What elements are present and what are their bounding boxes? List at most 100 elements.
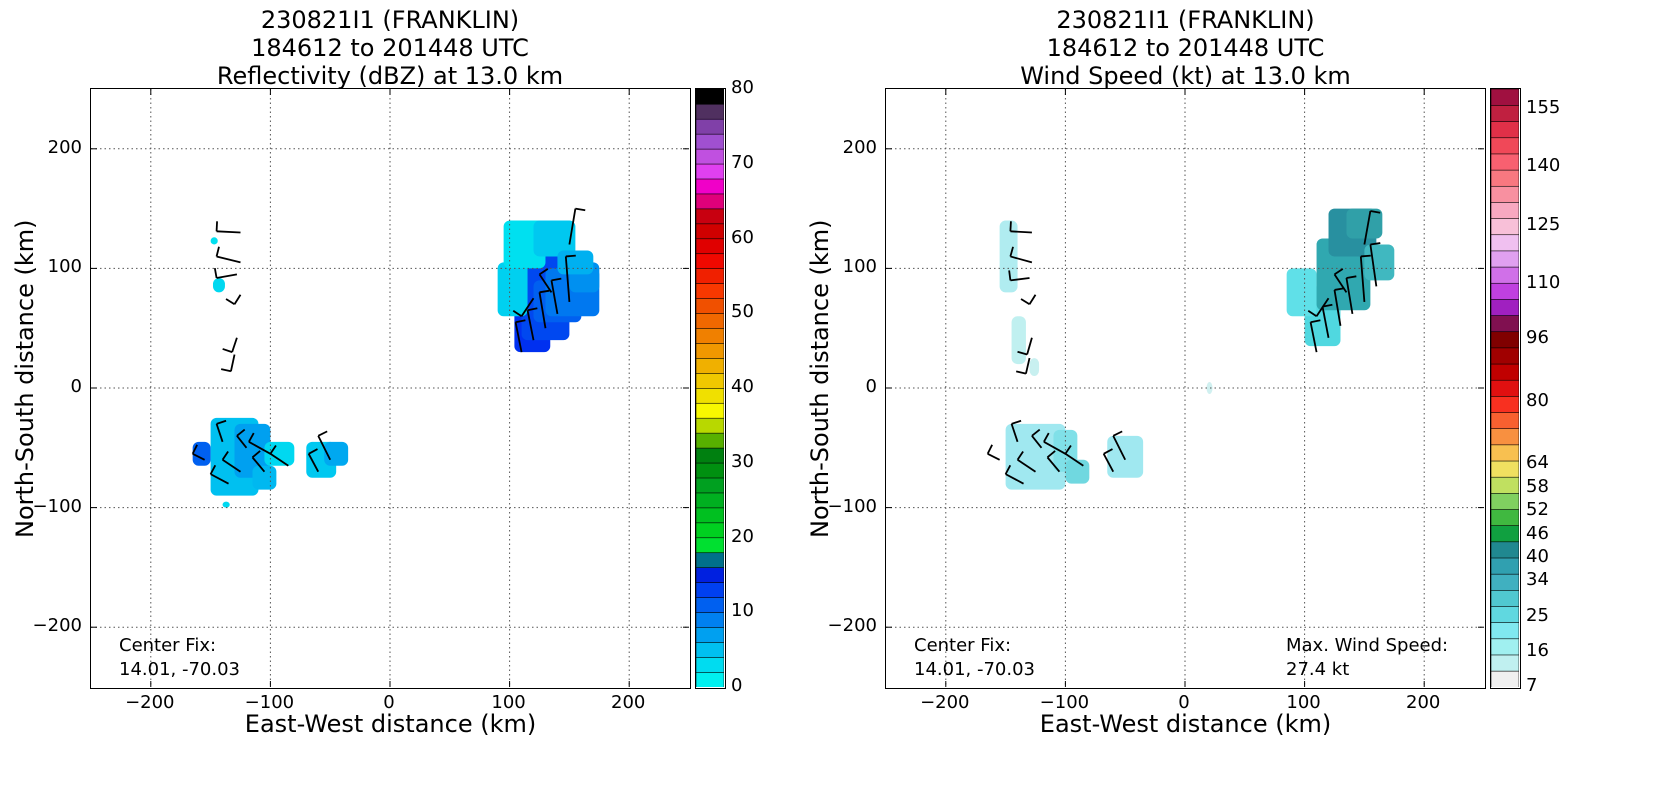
wind-barb	[215, 246, 241, 264]
echo-region	[192, 417, 349, 496]
wind-barb	[225, 294, 242, 306]
colorbar-swatch	[1491, 638, 1519, 656]
x-tick-label: 0	[383, 692, 395, 713]
wind-barb	[1010, 419, 1022, 443]
colorbar-swatch	[1491, 444, 1519, 462]
x-tick-label: −100	[1039, 692, 1090, 713]
colorbar-swatch	[1491, 525, 1519, 543]
colorbar-swatch	[1491, 670, 1519, 687]
colorbar-swatch	[1491, 217, 1519, 236]
colorbar-swatch	[1491, 622, 1519, 640]
colorbar-swatch	[696, 238, 724, 255]
echo-cell	[212, 277, 225, 293]
wind-barb	[1345, 275, 1357, 314]
colorbar-swatch	[1491, 492, 1519, 510]
wind-barb	[215, 221, 241, 234]
x-tick-label: 0	[1178, 692, 1190, 713]
colorbar-label: 110	[1526, 272, 1561, 294]
chart-title: 230821I1 (FRANKLIN) 184612 to 201448 UTC…	[90, 6, 690, 90]
wind-barb	[1016, 450, 1036, 473]
echo-cell	[1011, 316, 1026, 365]
colorbar-swatch	[696, 387, 724, 404]
wind-barb	[538, 289, 550, 329]
colorbar-label: 40	[731, 376, 754, 397]
x-tick-label: 200	[611, 692, 646, 713]
title-line-2: 184612 to 201448 UTC	[251, 34, 529, 62]
wind-barb	[1015, 357, 1031, 375]
title-line-2: 184612 to 201448 UTC	[1046, 34, 1325, 62]
colorbar-swatch	[696, 596, 724, 613]
colorbar-swatch	[1491, 428, 1519, 446]
wind-barb	[1020, 294, 1037, 306]
colorbar-swatch	[696, 342, 724, 359]
wind-barb	[512, 297, 535, 317]
echo-cell	[1107, 435, 1144, 478]
colorbar-label: 64	[1526, 452, 1549, 474]
echo-cell	[1286, 268, 1317, 317]
colorbar-label: 7	[1526, 675, 1538, 696]
wind-barb	[986, 444, 1001, 461]
colorbar-swatch	[696, 193, 724, 210]
wind-barb	[1307, 297, 1330, 317]
colorbar-label: 16	[1526, 639, 1549, 661]
colorbar-swatch	[1491, 169, 1519, 187]
wind-barb	[1064, 444, 1084, 467]
colorbar-swatch	[696, 537, 724, 554]
chart-title: 230821I1 (FRANKLIN) 184612 to 201448 UTC…	[885, 6, 1486, 90]
wind-barb	[1359, 254, 1371, 302]
colorbar-swatch	[1491, 250, 1519, 268]
title-line-3: Reflectivity (dBZ) at 13.0 km	[216, 62, 564, 90]
colorbar-swatch	[1491, 121, 1519, 139]
wind-barb	[1309, 319, 1321, 353]
colorbar-swatch	[1491, 476, 1519, 494]
wind-barb	[236, 428, 248, 449]
y-axis-label: North-South distance (km)	[806, 219, 834, 539]
wind-barb	[1017, 337, 1033, 356]
colorbar-label: 40	[1526, 546, 1549, 568]
title-line-1: 230821I1 (FRANKLIN)	[1056, 6, 1315, 34]
x-tick-label: 100	[1286, 692, 1321, 713]
colorbar-label: 34	[1526, 569, 1549, 591]
wind-barb	[307, 448, 320, 473]
center-fix-label: Center Fix:	[914, 635, 1012, 656]
colorbar-label: 30	[731, 450, 754, 472]
colorbar-swatch	[696, 522, 724, 539]
y-tick-label: −200	[32, 615, 82, 637]
wind-barb	[1112, 430, 1127, 461]
colorbar-label: 70	[731, 151, 754, 173]
colorbar-swatch	[696, 312, 724, 329]
wind-barb	[1333, 287, 1345, 326]
colorbar-label: 52	[1526, 499, 1549, 521]
colorbar-swatch	[696, 298, 724, 314]
x-axis-label: East-West distance (km)	[244, 710, 537, 738]
colorbar-swatch	[1491, 201, 1519, 219]
colorbar-swatch	[696, 447, 724, 464]
echo-cell	[192, 441, 211, 466]
colorbar-swatch	[1491, 411, 1519, 430]
wind-barb	[191, 444, 206, 461]
wind-barb	[564, 254, 576, 302]
center-fix-label: Center Fix:	[119, 635, 217, 656]
echo-cell	[264, 441, 295, 466]
colorbar-swatch	[696, 656, 724, 673]
wind-barb	[526, 307, 538, 341]
y-tick-label: 100	[47, 256, 82, 278]
colorbar-swatch	[1491, 508, 1519, 526]
colorbar-swatch	[1491, 153, 1519, 171]
colorbar-swatch	[696, 582, 724, 598]
colorbar-swatch	[696, 402, 724, 419]
colorbar-swatch	[696, 372, 724, 389]
colorbar-swatch	[1491, 379, 1519, 397]
echo-cell	[557, 250, 594, 275]
wind-speed-panel: 230821I1 (FRANKLIN) 184612 to 201448 UTC…	[806, 0, 1655, 787]
colorbar-swatch	[1491, 314, 1519, 333]
echo-region	[999, 220, 1213, 394]
colorbar-swatch	[696, 507, 724, 524]
echo-cell	[1065, 459, 1090, 484]
colorbar-label: 50	[731, 301, 754, 323]
colorbar-swatch	[696, 567, 724, 583]
title-line-3: Wind Speed (kt) at 13.0 km	[1020, 62, 1351, 90]
colorbar-swatch	[696, 626, 724, 643]
colorbar-swatch	[696, 118, 724, 135]
plot-area: Center Fix: 14.01, -70.03 Max. Wind Spee…	[885, 88, 1486, 689]
